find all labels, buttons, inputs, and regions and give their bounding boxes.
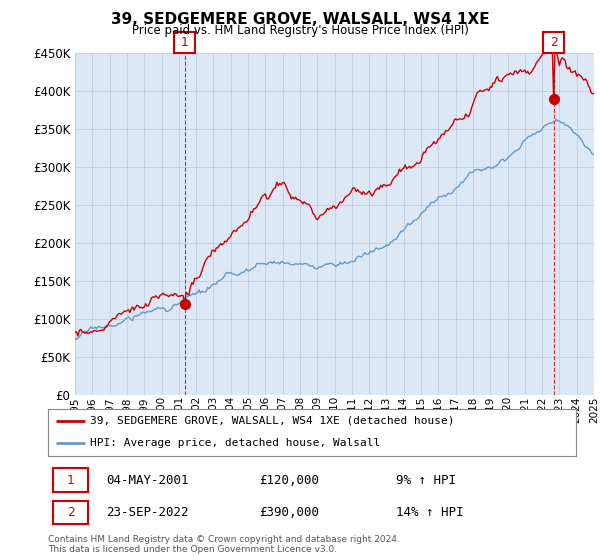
FancyBboxPatch shape [53, 469, 88, 492]
Text: Price paid vs. HM Land Registry's House Price Index (HPI): Price paid vs. HM Land Registry's House … [131, 24, 469, 36]
Text: 2: 2 [67, 506, 74, 519]
Text: 23-SEP-2022: 23-SEP-2022 [106, 506, 188, 519]
Text: 9% ↑ HPI: 9% ↑ HPI [397, 474, 457, 487]
Text: 39, SEDGEMERE GROVE, WALSALL, WS4 1XE (detached house): 39, SEDGEMERE GROVE, WALSALL, WS4 1XE (d… [90, 416, 455, 426]
Text: 04-MAY-2001: 04-MAY-2001 [106, 474, 188, 487]
Text: HPI: Average price, detached house, Walsall: HPI: Average price, detached house, Wals… [90, 438, 380, 448]
Text: 1: 1 [67, 474, 74, 487]
Text: £390,000: £390,000 [259, 506, 319, 519]
Text: 39, SEDGEMERE GROVE, WALSALL, WS4 1XE: 39, SEDGEMERE GROVE, WALSALL, WS4 1XE [110, 12, 490, 27]
FancyBboxPatch shape [53, 501, 88, 524]
Text: £120,000: £120,000 [259, 474, 319, 487]
Text: 14% ↑ HPI: 14% ↑ HPI [397, 506, 464, 519]
Text: 1: 1 [181, 36, 188, 49]
Text: 2: 2 [550, 36, 557, 49]
Text: Contains HM Land Registry data © Crown copyright and database right 2024.
This d: Contains HM Land Registry data © Crown c… [48, 535, 400, 554]
